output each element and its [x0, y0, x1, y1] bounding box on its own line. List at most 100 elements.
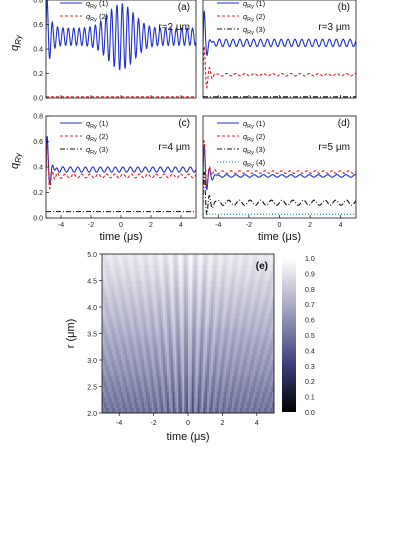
heatmap-cell	[230, 376, 232, 382]
heatmap-cell	[203, 281, 205, 287]
heatmap-cell	[134, 387, 136, 393]
heatmap-cell	[165, 381, 167, 387]
heatmap-cell	[228, 402, 230, 408]
heatmap-cell	[180, 371, 182, 377]
heatmap-cell	[148, 275, 150, 281]
heatmap-cell	[253, 312, 255, 318]
heatmap-cell	[117, 307, 119, 313]
heatmap-cell	[186, 397, 188, 403]
heatmap-cell	[243, 307, 245, 313]
legend-label: qRy (4)	[243, 158, 266, 169]
legend-label: qRy (1)	[86, 0, 109, 10]
heatmap-cell	[106, 275, 108, 281]
heatmap-cell	[123, 381, 125, 387]
heatmap-cell	[188, 254, 190, 260]
heatmap-cell	[209, 318, 211, 324]
heatmap-cell	[207, 302, 209, 308]
heatmap-cell	[123, 259, 125, 265]
heatmap-cell	[138, 259, 140, 265]
heatmap-cell	[270, 392, 272, 398]
heatmap-cell	[157, 371, 159, 377]
heatmap-cell	[112, 387, 114, 393]
heatmap-cell	[192, 402, 194, 408]
heatmap-cell	[182, 291, 184, 297]
heatmap-cell	[199, 265, 201, 271]
heatmap-cell	[219, 355, 221, 361]
heatmap-cell	[266, 355, 268, 361]
series-line-1	[203, 12, 356, 55]
heatmap-cell	[129, 397, 131, 403]
heatmap-cell	[240, 334, 242, 340]
heatmap-cell	[238, 349, 240, 355]
heatmap-cell	[203, 296, 205, 302]
heatmap-cell	[264, 349, 266, 355]
heatmap-cell	[242, 365, 244, 371]
heatmap-cell	[253, 291, 255, 297]
heatmap-cell	[219, 318, 221, 324]
heatmap-cell	[224, 259, 226, 265]
heatmap-cell	[209, 259, 211, 265]
heatmap-cell	[156, 408, 158, 414]
heatmap-cell	[196, 302, 198, 308]
heatmap-cell	[257, 323, 259, 329]
heatmap-cell	[144, 376, 146, 382]
heatmap-cell	[263, 344, 265, 350]
heatmap-cell	[119, 265, 121, 271]
heatmap-cell	[240, 376, 242, 382]
heatmap-cell	[117, 312, 119, 318]
heatmap-cell	[182, 259, 184, 265]
heatmap-cell	[156, 371, 158, 377]
heatmap-cell	[131, 318, 133, 324]
heatmap-cell	[129, 376, 131, 382]
heatmap-cell	[215, 328, 217, 334]
heatmap-cell	[259, 360, 261, 366]
heatmap-cell	[234, 275, 236, 281]
heatmap-cell	[201, 328, 203, 334]
heatmap-cell	[161, 318, 163, 324]
heatmap-cell	[190, 349, 192, 355]
heatmap-cell	[259, 286, 261, 292]
heatmap-cell	[134, 397, 136, 403]
heatmap-cell	[133, 365, 135, 371]
heatmap-cell	[211, 275, 213, 281]
heatmap-cell	[127, 408, 129, 414]
heatmap-cell	[159, 275, 161, 281]
heatmap-cell	[184, 286, 186, 292]
heatmap-cell	[196, 402, 198, 408]
heatmap-cell	[173, 402, 175, 408]
heatmap-cell	[270, 408, 272, 414]
heatmap-cell	[230, 302, 232, 308]
heatmap-cell	[219, 265, 221, 271]
heatmap-cell	[144, 281, 146, 287]
heatmap-cell	[238, 328, 240, 334]
heatmap-cell	[251, 381, 253, 387]
heatmap-cell	[242, 371, 244, 377]
heatmap-cell	[178, 291, 180, 297]
heatmap-cell	[259, 392, 261, 398]
heatmap-cell	[201, 281, 203, 287]
heatmap-cell	[201, 339, 203, 345]
heatmap-cell	[201, 360, 203, 366]
heatmap-cell	[121, 371, 123, 377]
heatmap-cell	[152, 328, 154, 334]
heatmap-cell	[165, 349, 167, 355]
heatmap-cell	[222, 381, 224, 387]
heatmap-cell	[222, 259, 224, 265]
heatmap-cell	[249, 349, 251, 355]
heatmap-cell	[167, 339, 169, 345]
heatmap-cell	[173, 360, 175, 366]
heatmap-cell	[154, 376, 156, 382]
heatmap-cell	[129, 307, 131, 313]
heatmap-cell	[264, 318, 266, 324]
heatmap-cell	[266, 307, 268, 313]
heatmap-cell	[234, 349, 236, 355]
heatmap-cell	[255, 291, 257, 297]
heatmap-cell	[190, 344, 192, 350]
heatmap-cell	[108, 286, 110, 292]
heatmap-cell	[263, 376, 265, 382]
heatmap-cell	[209, 355, 211, 361]
heatmap-cell	[115, 387, 117, 393]
heatmap-cell	[169, 376, 171, 382]
y-tick-label: 5.0	[87, 252, 97, 259]
heatmap-cell	[123, 302, 125, 308]
